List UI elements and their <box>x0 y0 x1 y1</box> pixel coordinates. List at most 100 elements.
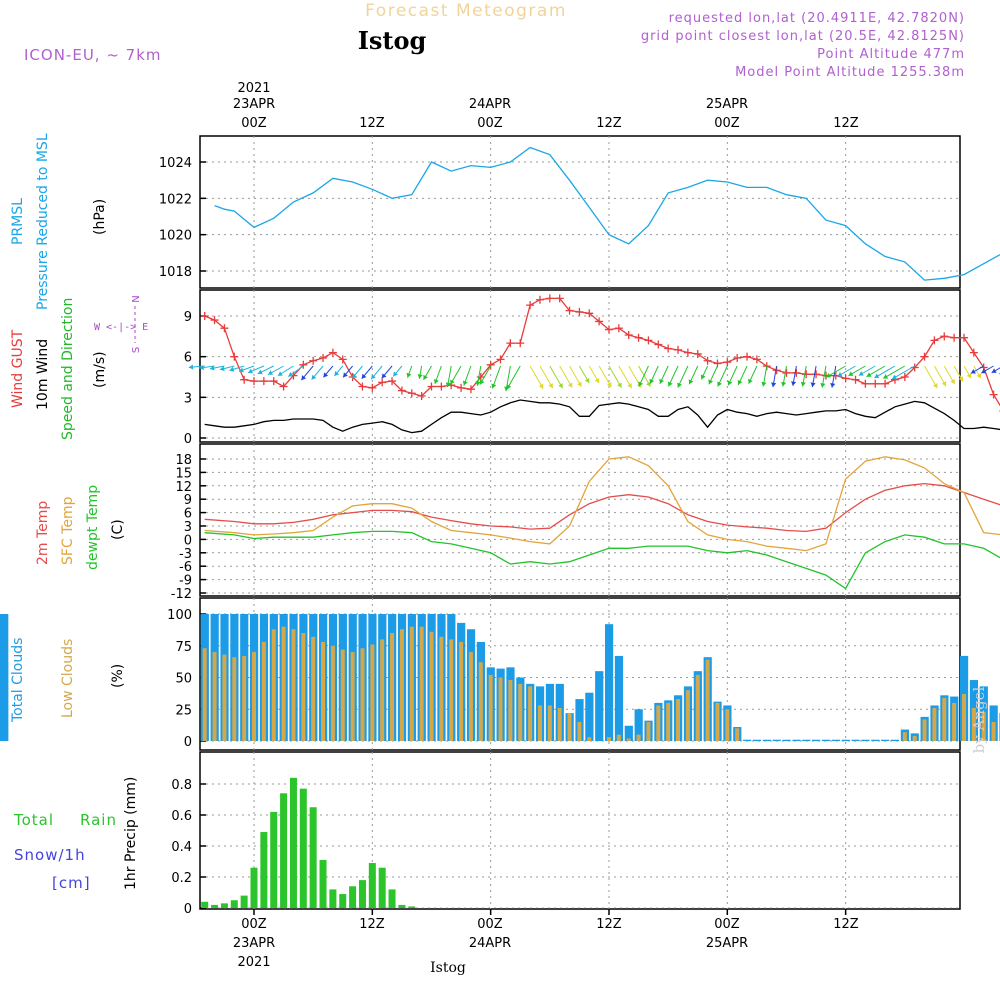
y-tick-label: 75 <box>175 640 192 655</box>
rain-bar <box>368 863 376 908</box>
wind-arrow-head <box>970 369 976 374</box>
gust-point-marker <box>388 377 397 386</box>
total-clouds-bar <box>595 671 604 741</box>
wind-arrow-head <box>238 367 244 373</box>
total-clouds-bar <box>604 624 614 741</box>
gust-point-marker <box>585 309 594 318</box>
y-tick-label: 0 <box>184 432 192 447</box>
precip-snow-unit: [cm] <box>52 874 91 892</box>
wind-arrow-head <box>791 381 797 386</box>
low-clouds-bar <box>498 677 503 741</box>
wind-arrow-head <box>874 373 880 378</box>
y-tick-label: 9 <box>184 310 192 325</box>
y-tick-label: 3 <box>184 520 192 535</box>
low-clouds-bar <box>478 662 483 741</box>
rain-bar <box>250 867 258 908</box>
y-tick-label: 18 <box>175 453 192 468</box>
low-clouds-bar <box>695 674 700 741</box>
wind-arrow-head <box>810 382 816 388</box>
gust-point-marker <box>693 349 702 358</box>
total-clouds-bar <box>743 739 752 741</box>
total-clouds-bar <box>762 739 771 741</box>
gust-point-marker <box>644 336 653 345</box>
low-clouds-bar <box>902 732 907 741</box>
wind-arrow-head <box>677 382 682 388</box>
low-clouds-bar <box>380 639 385 741</box>
y-tick-label: 1018 <box>159 265 192 280</box>
wind-arrow-head <box>584 377 590 383</box>
wind-arrow-head <box>627 383 632 389</box>
low-clouds-bar <box>685 690 690 741</box>
wind-arrow-head <box>891 374 897 380</box>
bottom-year-label: 2021 <box>237 955 270 970</box>
wind-arrow-head <box>219 366 225 372</box>
model-name: ICON-EU, ~ 7km <box>24 46 162 64</box>
wind-arrow-head <box>268 370 274 375</box>
gust-point-marker <box>959 333 968 342</box>
page-title: Istog <box>358 26 427 55</box>
top-date-label: 25APR <box>706 97 748 112</box>
low-clouds-bar <box>952 702 957 741</box>
rain-bar <box>408 906 416 908</box>
gust-point-marker <box>871 379 880 388</box>
sfc-temp-label: SFC Temp <box>60 496 76 565</box>
bottom-date-label: 24APR <box>469 936 511 951</box>
wind-arrow-head <box>248 368 253 374</box>
gust-point-marker <box>565 306 574 315</box>
low-clouds-bar <box>715 702 720 741</box>
gust-point-marker <box>812 370 821 379</box>
requested-location: requested lon,lat (20.4911E, 42.7820N) <box>669 11 965 26</box>
bottom-date-label: 25APR <box>706 936 748 951</box>
low-clouds-bar <box>212 652 217 741</box>
gust-point-marker <box>309 356 318 365</box>
low-clouds-bar <box>301 633 306 741</box>
gust-point-marker <box>703 356 712 365</box>
low-clouds-bar <box>330 645 335 741</box>
compass-north: N <box>131 295 142 302</box>
low-clouds-bar <box>439 636 444 741</box>
wind-arrow-head <box>361 373 367 379</box>
gust-point-marker <box>457 383 466 392</box>
gust-point-marker <box>417 391 426 400</box>
wind-arrow-head <box>323 372 329 378</box>
rain-bar <box>240 895 248 908</box>
wind-arrow-head <box>638 381 644 387</box>
wind-arrow-head <box>475 381 481 386</box>
gust-point-marker <box>634 333 643 342</box>
top-date-label: 23APR <box>233 97 275 112</box>
gust-point-marker <box>210 316 219 325</box>
gust-point-marker <box>427 382 436 391</box>
rain-bar <box>270 811 278 908</box>
low-clouds-bar <box>488 674 493 741</box>
y-tick-label: 1020 <box>159 229 192 244</box>
wind-arrow-head <box>646 381 651 387</box>
low-clouds-bar <box>666 702 671 741</box>
grid-layer <box>200 136 960 909</box>
wind-arrow-head <box>558 383 563 389</box>
total-clouds-bar <box>851 739 860 741</box>
total-clouds-bar <box>831 739 840 741</box>
low-clouds-bar <box>508 680 513 741</box>
wind-arrow-head <box>966 373 972 379</box>
rain-bar <box>349 886 357 908</box>
rain-bar <box>358 880 366 908</box>
precip-snow-label: Snow/1h <box>14 846 86 864</box>
rain-bar <box>388 889 396 908</box>
total-clouds-bar <box>634 709 643 741</box>
wind-arrow-head <box>606 382 612 388</box>
wind-arrow-head <box>406 372 412 378</box>
gust-point-marker <box>555 294 564 303</box>
wind-arrows-layer <box>188 364 1000 392</box>
wind-arrow-head <box>199 364 204 371</box>
wind-arrow-head <box>506 384 512 390</box>
wind-arrow-head <box>381 373 387 379</box>
gust-point-marker <box>240 375 249 384</box>
total-clouds-bar <box>772 739 781 741</box>
precip-total-label: Total <box>13 811 54 829</box>
gust-point-marker <box>743 352 752 361</box>
low-clouds-bar <box>360 648 365 741</box>
wind-direction-arrow <box>891 365 915 380</box>
temperature-panel-frame <box>199 443 961 597</box>
wind-arrow-head <box>288 371 294 377</box>
